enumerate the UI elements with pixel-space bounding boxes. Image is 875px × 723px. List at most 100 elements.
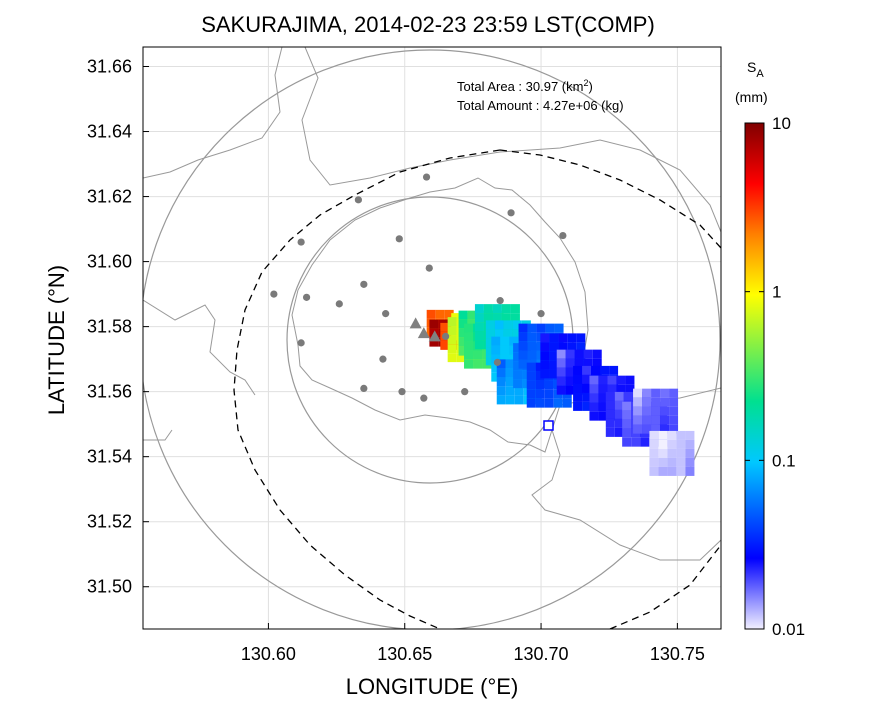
ash-plume xyxy=(426,304,695,476)
station-dot xyxy=(398,388,406,396)
colorbar-tick-label: 0.01 xyxy=(772,620,805,639)
plume-pixel xyxy=(518,350,528,360)
plume-pixel xyxy=(607,375,617,385)
station-dot xyxy=(297,339,305,347)
y-tick-label: 31.58 xyxy=(87,317,132,337)
plume-pixel xyxy=(573,383,583,393)
plume-pixel xyxy=(526,389,536,399)
plot-frame xyxy=(142,46,722,630)
plume-pixel xyxy=(485,347,495,357)
plume-pixel xyxy=(501,313,511,323)
plume-pixel xyxy=(464,341,474,351)
station-dot xyxy=(360,280,368,288)
plume-pixel xyxy=(676,430,686,440)
plume-pixel xyxy=(589,384,599,394)
plume-pixel xyxy=(503,329,513,339)
colorbar-tick-label: 0.1 xyxy=(772,451,796,470)
plume-pixel xyxy=(540,333,550,343)
plume-pixel xyxy=(685,430,695,440)
y-axis-ticks: 31.50 31.52 31.54 31.56 31.58 31.60 31.62 31.64… xyxy=(87,57,149,597)
station-dot xyxy=(422,173,431,181)
plume-pixel xyxy=(649,430,659,440)
plume-pixel xyxy=(633,424,643,434)
plume-pixel xyxy=(474,322,484,332)
x-axis-label: LONGITUDE (°E) xyxy=(346,674,519,699)
plume-pixel xyxy=(474,331,484,341)
plume-pixel xyxy=(631,437,641,447)
plume-pixel xyxy=(598,411,608,421)
plume-pixel xyxy=(526,371,536,381)
plume-pixel xyxy=(605,427,615,437)
plume-pixel xyxy=(500,345,510,355)
plume-pixel xyxy=(510,304,520,314)
plume-pixel xyxy=(458,310,468,320)
plume-pixel xyxy=(527,350,537,360)
station-dot xyxy=(395,235,403,243)
plume-pixel xyxy=(573,374,583,384)
plume-pixel xyxy=(513,352,523,362)
plume-pixel xyxy=(554,323,564,333)
plume-pixel xyxy=(545,323,555,333)
plume-pixel xyxy=(623,391,633,401)
plume-pixel xyxy=(649,457,659,467)
plume-pixel xyxy=(651,397,661,407)
plume-pixel xyxy=(549,333,559,343)
y-tick-label: 31.56 xyxy=(87,382,132,402)
plume-pixel xyxy=(527,332,537,342)
plume-pixel xyxy=(649,448,659,458)
volcanic-vents xyxy=(409,317,441,342)
observation-boundary xyxy=(233,149,721,629)
plume-pixel xyxy=(464,323,474,333)
plume-pixel xyxy=(574,349,584,359)
station-dot xyxy=(379,355,387,363)
plume-pixel xyxy=(573,392,583,402)
plume-pixel xyxy=(622,401,632,411)
plume-pixel xyxy=(496,359,506,369)
plume-pixel xyxy=(544,398,554,408)
plume-pixel xyxy=(512,320,522,330)
plume-pixel xyxy=(592,358,602,368)
y-tick-label: 31.52 xyxy=(87,512,132,532)
plume-pixel xyxy=(549,351,559,361)
plume-pixel xyxy=(685,448,695,458)
plume-pixel xyxy=(589,393,599,403)
plume-pixel xyxy=(514,386,524,396)
plume-pixel xyxy=(660,415,670,425)
plume-pixel xyxy=(500,336,510,346)
plume-pixel xyxy=(676,457,686,467)
station-dot xyxy=(270,290,278,298)
plume-pixel xyxy=(447,335,457,345)
plume-pixel xyxy=(667,430,677,440)
plume-pixel xyxy=(651,406,661,416)
station-dot xyxy=(507,209,515,217)
plume-pixel xyxy=(458,328,468,338)
plume-pixel xyxy=(505,377,515,387)
plume-pixel xyxy=(574,358,584,368)
plume-pixel xyxy=(676,448,686,458)
plume-pixel xyxy=(622,437,632,447)
station-dot xyxy=(442,332,450,340)
plume-pixel xyxy=(467,310,477,320)
plume-pixel xyxy=(658,457,668,467)
plume-pixel xyxy=(558,333,568,343)
plume-pixel xyxy=(458,346,468,356)
plume-pixel xyxy=(605,391,615,401)
plume-pixel xyxy=(440,340,450,350)
plume-pixel xyxy=(513,379,523,389)
plume-pixel xyxy=(429,319,439,329)
plume-pixel xyxy=(496,377,506,387)
x-tick-label: 130.75 xyxy=(650,644,705,664)
plume-pixel xyxy=(540,351,550,361)
plume-pixel xyxy=(582,392,592,402)
plume-pixel xyxy=(474,313,484,323)
plume-pixel xyxy=(494,320,504,330)
plume-pixel xyxy=(592,349,602,359)
station-dot xyxy=(420,394,428,402)
plume-pixel xyxy=(535,389,545,399)
plume-pixel xyxy=(435,309,445,319)
vent-triangle xyxy=(417,327,430,339)
plume-pixel xyxy=(598,402,608,412)
plume-pixel xyxy=(535,371,545,381)
plume-pixel xyxy=(544,380,554,390)
